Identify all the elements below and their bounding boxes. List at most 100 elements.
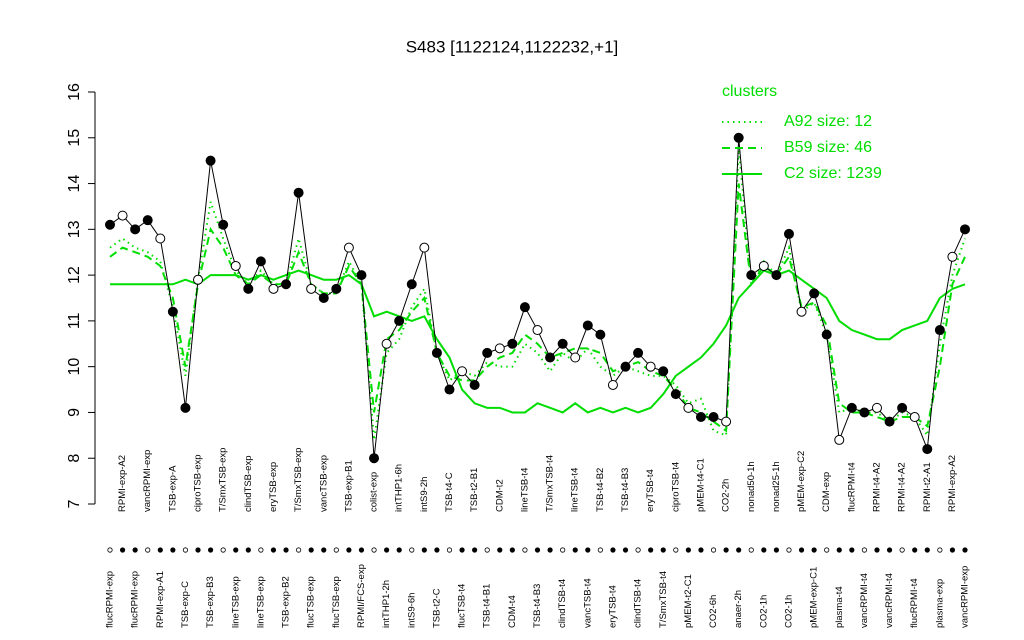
cluster-dot: [648, 547, 654, 553]
point: [670, 389, 681, 400]
cluster-dot: [660, 547, 666, 553]
x-tick-label: flucRPMI-exp: [130, 571, 141, 628]
x-tick-label: CO2-1h: [758, 595, 769, 628]
point: [419, 242, 430, 253]
cluster-dot: [220, 547, 226, 553]
x-tick-label: nonad50-1h: [746, 461, 757, 512]
cluster-dot: [836, 547, 842, 553]
x-tick-label: CO2-2h: [721, 479, 732, 512]
x-tick-label: intS9-2h: [419, 477, 430, 512]
cluster-dot: [497, 547, 503, 553]
point: [909, 412, 920, 423]
x-tick-label: flucTSB-exp: [331, 576, 342, 628]
x-tick-label: lineTSB-t4: [519, 468, 530, 512]
x-tick-label: TSB-t4-B1: [482, 584, 493, 628]
cluster-dot: [685, 547, 691, 553]
x-tick-label: ciproTSB-t4: [670, 462, 681, 512]
cluster-dot: [924, 547, 930, 553]
x-tick-label: anaer-2h: [733, 590, 744, 628]
x-tick-label: eryTSB-t4: [645, 469, 656, 512]
x-tick-label: CDM-t4: [507, 595, 518, 628]
x-tick-label: CO2-1h: [783, 595, 794, 628]
x-tick-label: intTHP1-2h: [381, 580, 392, 628]
cluster-dot: [748, 547, 754, 553]
x-tick-label: CDM-exp: [821, 472, 832, 512]
cluster-dot: [409, 547, 415, 553]
cluster-dot: [434, 547, 440, 553]
point: [343, 242, 354, 253]
point: [746, 270, 757, 281]
cluster-dot: [673, 547, 679, 553]
x-tick-label: pMEM-t2-C1: [683, 574, 694, 628]
cluster-dot: [346, 547, 352, 553]
point: [482, 347, 493, 358]
cluster-dot: [459, 547, 465, 553]
x-tick-label: lineTSB-exp: [255, 576, 266, 628]
y-tick-label: 12: [66, 266, 83, 284]
cluster-dot: [384, 547, 390, 553]
point: [218, 219, 229, 230]
x-tick-label: T/SmxTSB-exp: [293, 448, 304, 512]
cluster-dot: [484, 547, 490, 553]
point: [947, 251, 958, 262]
cluster-dot: [157, 547, 163, 553]
cluster-dot: [296, 547, 302, 553]
cluster-dot: [736, 547, 742, 553]
x-tick-label: vancRPMI-exp: [960, 566, 971, 628]
cluster-dot: [886, 547, 893, 553]
cluster-dot: [761, 547, 767, 553]
point: [871, 402, 882, 413]
cluster-dot: [861, 547, 868, 553]
x-tick-label: vancRPMI-t4: [859, 573, 870, 628]
point: [695, 412, 706, 423]
x-tick-label: clindTSB-t4: [557, 579, 568, 628]
x-tick-label: T/SmxTSB-t4: [658, 571, 669, 628]
cluster-dot: [283, 547, 289, 553]
cluster-dot: [107, 547, 113, 553]
point: [406, 279, 417, 290]
x-tick-label: flucRPMI-exp: [105, 571, 116, 628]
x-tick-label: lineTSB-exp: [230, 576, 241, 628]
point: [846, 402, 857, 413]
x-tick-label: pMEM-exp-C1: [809, 567, 820, 628]
x-tick-label: flucRPMI-t4: [909, 578, 920, 628]
y-tick-label: 16: [66, 83, 83, 101]
point: [570, 352, 581, 363]
point: [809, 288, 820, 299]
point: [645, 361, 656, 372]
cluster-dot: [899, 547, 905, 553]
x-tick-label: CO2-6h: [708, 595, 719, 628]
point: [922, 444, 933, 455]
point: [545, 352, 556, 363]
x-tick-label: nonad25-1h: [771, 461, 782, 512]
point: [318, 293, 329, 303]
point: [293, 187, 304, 198]
cluster-dot: [937, 547, 943, 553]
point: [607, 379, 618, 390]
point: [369, 453, 380, 464]
point: [155, 233, 166, 244]
cluster-line: [109, 146, 966, 441]
cluster-dot: [509, 547, 515, 553]
y-tick-label: 10: [66, 358, 83, 376]
point: [193, 274, 204, 285]
x-tick-label: RPMI-t4-A2: [872, 462, 883, 512]
cluster-dot: [421, 547, 427, 553]
cluster-dot: [182, 547, 189, 553]
cluster-dot: [824, 547, 830, 553]
point: [281, 279, 292, 290]
y-tick-label: 7: [66, 499, 83, 508]
point: [884, 416, 895, 427]
point: [142, 215, 153, 226]
x-tick-label: TSB-t2-B1: [469, 468, 480, 512]
x-tick-label: vancTSB-exp: [318, 455, 329, 512]
point: [507, 338, 518, 349]
point: [469, 379, 480, 390]
y-tick-label: 15: [66, 129, 83, 147]
x-tick-label: TSB-exp-B1: [343, 460, 354, 512]
cluster-dot: [170, 547, 176, 553]
point: [230, 260, 241, 271]
x-tick-label: intTHP1-6h: [394, 464, 405, 512]
x-tick-label: vancTSB-t4: [582, 578, 593, 628]
chart-title: S483 [1122124,1122232,+1]: [406, 37, 619, 56]
